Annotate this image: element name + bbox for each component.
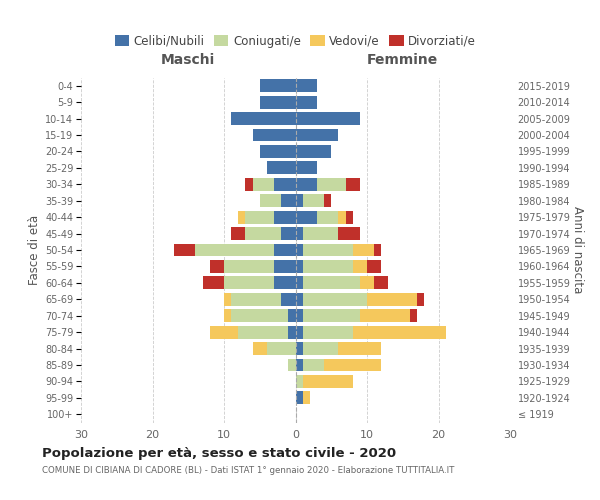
Bar [302,375,353,388]
Y-axis label: Fasce di età: Fasce di età [28,215,41,285]
Bar [281,194,296,207]
Bar [360,310,410,322]
Bar [231,112,296,125]
Bar [296,162,317,174]
Bar [231,310,289,322]
Bar [260,145,296,158]
Bar [274,178,296,190]
Bar [296,210,317,224]
Bar [260,80,296,92]
Bar [231,293,281,306]
Bar [267,162,296,174]
Bar [210,326,238,338]
Bar [367,260,382,273]
Legend: Celibi/Nubili, Coniugati/e, Vedovi/e, Divorziati/e: Celibi/Nubili, Coniugati/e, Vedovi/e, Di… [110,30,481,52]
Bar [296,145,331,158]
Bar [231,227,245,240]
Text: Popolazione per età, sesso e stato civile - 2020: Popolazione per età, sesso e stato civil… [42,448,396,460]
Bar [260,194,281,207]
Bar [302,326,353,338]
Bar [267,342,296,355]
Bar [317,178,346,190]
Bar [296,310,302,322]
Bar [289,310,296,322]
Bar [346,210,353,224]
Bar [274,244,296,256]
Bar [360,276,374,289]
Bar [353,244,374,256]
Bar [353,326,446,338]
Text: Femmine: Femmine [367,53,439,67]
Bar [289,358,296,372]
Bar [281,227,296,240]
Bar [338,210,346,224]
Bar [324,194,331,207]
Bar [296,178,317,190]
Bar [296,375,302,388]
Bar [245,210,274,224]
Bar [302,194,324,207]
Bar [245,178,253,190]
Bar [253,178,274,190]
Bar [302,244,353,256]
Text: Maschi: Maschi [161,53,215,67]
Bar [296,244,302,256]
Y-axis label: Anni di nascita: Anni di nascita [571,206,584,294]
Bar [253,342,267,355]
Bar [224,310,231,322]
Bar [296,260,302,273]
Bar [374,244,382,256]
Bar [296,128,338,141]
Bar [274,210,296,224]
Bar [346,178,360,190]
Bar [410,310,417,322]
Bar [302,276,360,289]
Bar [224,260,274,273]
Bar [238,326,289,338]
Bar [296,80,317,92]
Bar [302,358,324,372]
Bar [274,260,296,273]
Bar [296,342,302,355]
Bar [302,293,367,306]
Bar [174,244,196,256]
Bar [296,293,302,306]
Bar [296,194,302,207]
Bar [296,96,317,108]
Bar [302,310,360,322]
Bar [296,326,302,338]
Bar [210,260,224,273]
Bar [317,210,338,224]
Bar [296,276,302,289]
Bar [302,227,338,240]
Bar [302,392,310,404]
Bar [196,244,274,256]
Bar [324,358,382,372]
Bar [274,276,296,289]
Bar [296,358,302,372]
Bar [245,227,281,240]
Text: COMUNE DI CIBIANA DI CADORE (BL) - Dati ISTAT 1° gennaio 2020 - Elaborazione TUT: COMUNE DI CIBIANA DI CADORE (BL) - Dati … [42,466,454,475]
Bar [224,293,231,306]
Bar [296,392,302,404]
Bar [302,260,353,273]
Bar [338,227,360,240]
Bar [260,96,296,108]
Bar [203,276,224,289]
Bar [289,326,296,338]
Bar [296,227,302,240]
Bar [367,293,417,306]
Bar [417,293,424,306]
Bar [224,276,274,289]
Bar [374,276,388,289]
Bar [281,293,296,306]
Bar [302,342,338,355]
Bar [353,260,367,273]
Bar [296,112,360,125]
Bar [338,342,382,355]
Bar [253,128,296,141]
Bar [238,210,245,224]
